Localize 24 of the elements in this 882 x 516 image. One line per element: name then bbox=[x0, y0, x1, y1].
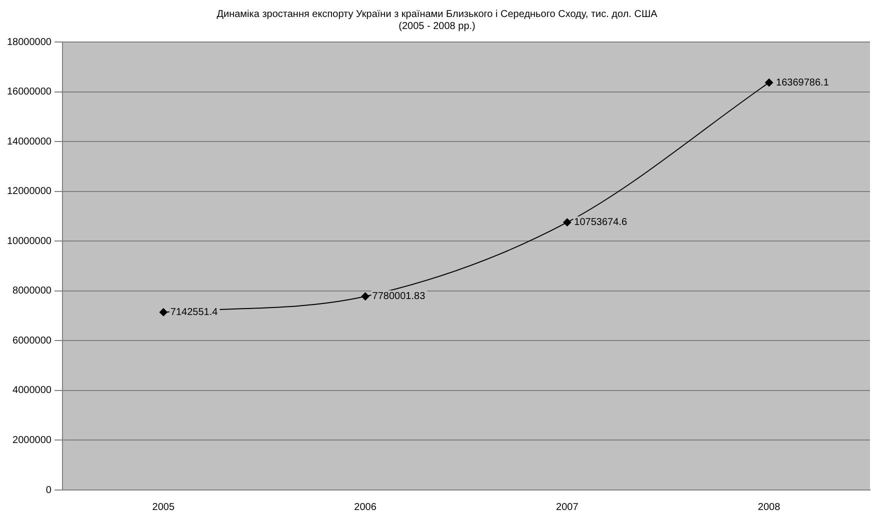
text: (2005 - 2008 рр.) bbox=[398, 20, 476, 32]
y-tick-label: 4000000 bbox=[12, 385, 52, 396]
y-tick-label: 8000000 bbox=[12, 286, 52, 297]
x-tick-label: 2007 bbox=[556, 502, 579, 513]
x-tick-label: 2008 bbox=[758, 502, 781, 513]
point bbox=[159, 308, 168, 316]
y-tick-label: 10000000 bbox=[6, 236, 52, 247]
y-tick-label: 2000000 bbox=[12, 434, 52, 446]
x-tick-label: 2005 bbox=[152, 502, 175, 513]
data-label: 10753674.6 bbox=[574, 217, 628, 228]
y-tick-label: 6000000 bbox=[12, 335, 52, 346]
point bbox=[361, 292, 370, 300]
x-tick-label: 2006 bbox=[354, 502, 377, 513]
data-label: 7780001.83 bbox=[372, 291, 426, 302]
point bbox=[765, 78, 774, 87]
y-tick-label: 0 bbox=[46, 484, 52, 496]
y-tick-label: 18000000 bbox=[6, 36, 52, 48]
data-label: 7142551.4 bbox=[170, 306, 218, 318]
y-tick-label: 12000000 bbox=[6, 186, 52, 198]
data-label: 16369786.1 bbox=[776, 77, 830, 88]
point bbox=[563, 218, 572, 226]
y-tick-label: 16000000 bbox=[6, 86, 52, 98]
y-tick-label: 14000000 bbox=[6, 136, 52, 148]
text: Динаміка зростання експорту України з країнами Близького і Середнього Сходу, тис. дол. США bbox=[216, 8, 658, 20]
